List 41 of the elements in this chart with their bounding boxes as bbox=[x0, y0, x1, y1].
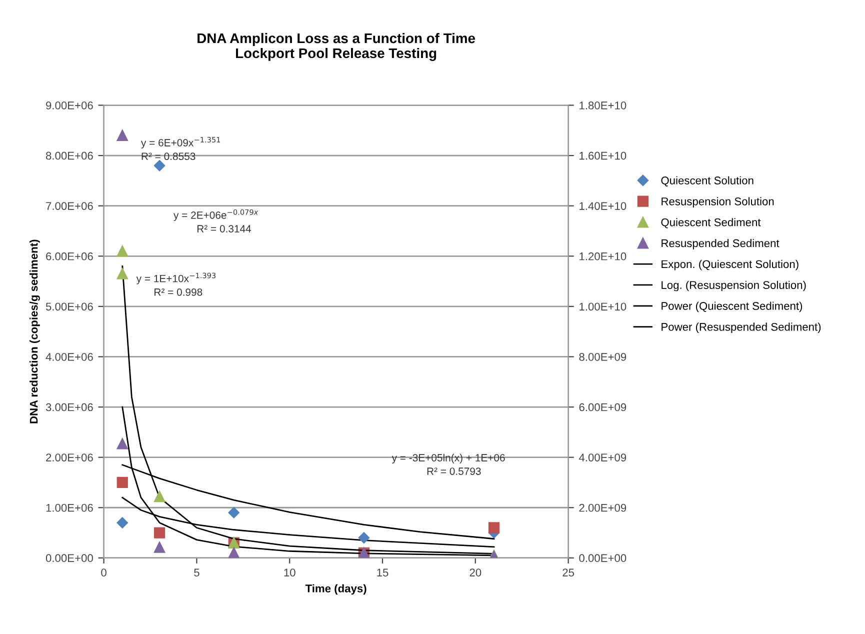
y-axis-title: DNA reduction (copies/g sediment) bbox=[30, 240, 40, 424]
legend-label: Quiescent Sediment bbox=[661, 218, 761, 228]
x-axis-title: Time (days) bbox=[305, 584, 366, 595]
y2-tick-label: 1.40E+10 bbox=[580, 202, 626, 210]
y-tick-label: 0.00E+00 bbox=[46, 554, 93, 562]
legend-label: Resuspended Sediment bbox=[662, 238, 780, 250]
x-tick-label: 25 bbox=[562, 568, 574, 576]
y-tick-label: 7.00E+06 bbox=[46, 202, 93, 210]
text: y = 6E+09x$^{−1.351}$ R² = 0.8553 bbox=[140, 136, 220, 160]
y2-tick-label: 1.60E+10 bbox=[580, 152, 626, 160]
y2-tick-label: 6.00E+09 bbox=[579, 403, 626, 412]
annotation: y = -3E+05ln(x) + 1E+06 R² = 0.5793 bbox=[392, 454, 505, 475]
y-tick-label: 9.00E+06 bbox=[46, 102, 93, 110]
chart-title: DNA Amplicon Loss as a Function of Time Lockport Pool Release Testing bbox=[198, 32, 476, 61]
x-tick-label: 10 bbox=[284, 568, 296, 576]
y-tick-label: 4.00E+06 bbox=[46, 353, 93, 361]
text: y = 2E+06e$^{−0.079x}$ R² = 0.3144 bbox=[174, 209, 258, 232]
y-tick-label: 6.00E+06 bbox=[46, 252, 93, 260]
y2-tick-label: 4.00E+09 bbox=[578, 454, 626, 462]
x-tick-label: 15 bbox=[377, 568, 388, 576]
text: y = 1E+10x$^{−1.393}$ R² = 0.998 bbox=[136, 272, 216, 296]
legend-label: Expon. (Quiescent Solution) bbox=[662, 260, 798, 270]
y2-tick-label: 2.00E+09 bbox=[579, 504, 626, 512]
x-tick-label: 5 bbox=[194, 568, 200, 576]
legend-label: Power (Resuspended Sediment) bbox=[662, 322, 821, 333]
y-tick-label: 8.00E+06 bbox=[46, 152, 93, 160]
y2-tick-label: 1.20E+10 bbox=[580, 252, 626, 260]
y2-tick-label: 0.00E+00 bbox=[579, 554, 626, 562]
y-tick-label: 3.00E+06 bbox=[46, 403, 93, 412]
legend-label: Resuspension Solution bbox=[662, 197, 774, 208]
y-tick-label: 2.00E+06 bbox=[46, 454, 93, 462]
y2-tick-label: 1.00E+10 bbox=[580, 302, 626, 311]
y2-tick-label: 8.00E+09 bbox=[579, 353, 626, 361]
legend-label: Log. (Resuspension Solution) bbox=[662, 280, 806, 292]
legend-label: Power (Quiescent Sediment) bbox=[662, 302, 802, 312]
y-tick-label: 5.00E+06 bbox=[46, 302, 93, 311]
y-tick-label: 1.00E+06 bbox=[46, 504, 93, 512]
x-tick-label: 20 bbox=[470, 568, 482, 576]
y2-tick-label: 1.80E+10 bbox=[580, 102, 626, 110]
x-tick-label: 0 bbox=[101, 568, 106, 576]
legend-label: Quiescent Solution bbox=[661, 176, 754, 186]
